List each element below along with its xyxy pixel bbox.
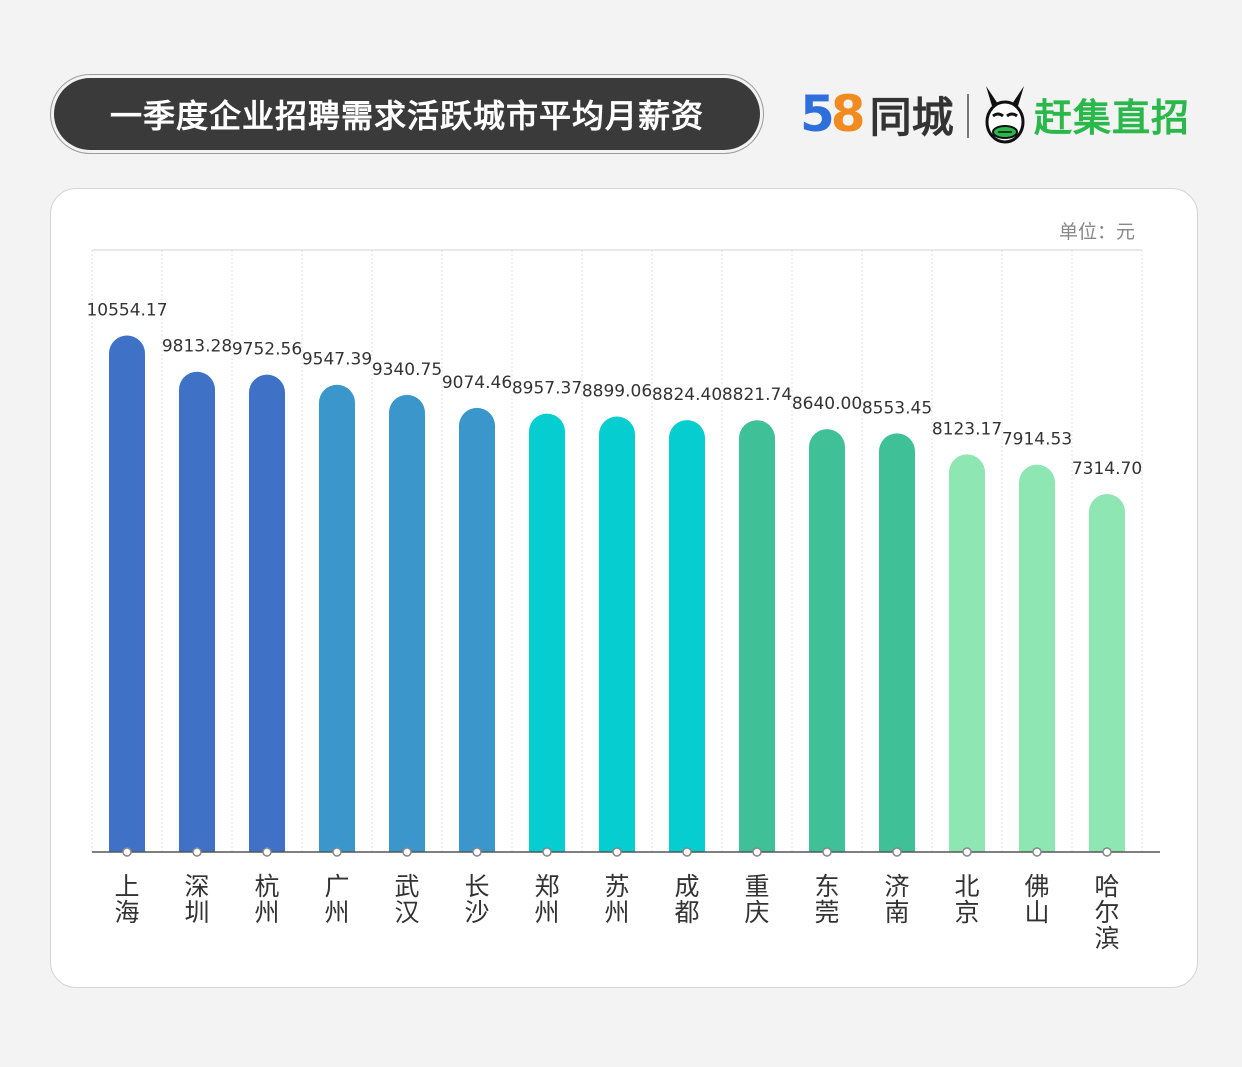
category-label: 重庆 <box>744 872 769 927</box>
category-label: 成都 <box>674 872 699 927</box>
bar <box>599 416 635 852</box>
category-label: 济南 <box>884 872 909 927</box>
chart-title-banner: 一季度企业招聘需求活跃城市平均月薪资 <box>54 78 760 150</box>
x-tick-marker <box>822 847 832 857</box>
bar <box>809 429 845 852</box>
category-label: 哈尔滨 <box>1094 872 1119 953</box>
value-label: 9074.46 <box>442 373 512 393</box>
chart-title: 一季度企业招聘需求活跃城市平均月薪资 <box>109 97 704 135</box>
category-label: 上海 <box>114 872 139 927</box>
value-label: 8899.06 <box>582 381 652 401</box>
bar <box>389 394 425 852</box>
bar <box>1089 493 1125 852</box>
brand-58-text: 同城 <box>869 92 954 142</box>
x-tick-marker <box>542 847 552 857</box>
value-label: 8821.74 <box>722 385 792 405</box>
x-tick-marker <box>612 847 622 857</box>
value-label: 8553.45 <box>862 398 932 418</box>
bars <box>109 335 1125 852</box>
x-tick-marker <box>892 847 902 857</box>
bar <box>739 420 775 852</box>
unit-label: 单位：元 <box>1059 221 1135 243</box>
bar <box>459 407 495 852</box>
value-label: 9813.28 <box>162 337 232 357</box>
x-tick-marker <box>262 847 272 857</box>
category-label: 东莞 <box>814 872 839 927</box>
value-label: 8824.40 <box>652 385 722 405</box>
value-label: 8957.37 <box>512 379 582 399</box>
category-label: 深圳 <box>184 872 209 927</box>
bar <box>669 420 705 852</box>
category-label: 苏州 <box>604 872 629 927</box>
bar <box>949 454 985 852</box>
category-label: 广州 <box>324 872 349 927</box>
bar <box>529 413 565 852</box>
value-label: 9340.75 <box>372 360 442 380</box>
category-label: 武汉 <box>394 872 419 927</box>
brand-divider <box>967 94 969 138</box>
x-tick-marker <box>402 847 412 857</box>
value-label: 9752.56 <box>232 340 302 360</box>
x-tick-marker <box>682 847 692 857</box>
grid-lines <box>91 249 1143 852</box>
category-label: 北京 <box>954 872 979 927</box>
value-label: 8123.17 <box>932 419 1002 439</box>
brand-58-logo: 5 8 同城 <box>800 78 954 150</box>
value-labels: 10554.17 9813.28 9752.569547.399340.759074… <box>86 300 1142 479</box>
value-label: 7314.70 <box>1072 459 1142 479</box>
bar <box>1019 464 1055 852</box>
x-tick-marker <box>472 847 482 857</box>
category-label: 郑州 <box>534 872 559 927</box>
category-label: 长沙 <box>464 872 489 927</box>
value-label: 9547.39 <box>302 350 372 370</box>
brand-58-digit-eight: 8 <box>830 85 866 143</box>
bar <box>879 433 915 852</box>
bar <box>109 335 145 852</box>
x-tick-marker <box>1102 847 1112 857</box>
value-label: 7914.53 <box>1002 430 1072 450</box>
x-tick-marker <box>752 847 762 857</box>
brand-ganji-logo: 赶集直招 <box>978 78 1190 150</box>
value-label: 8640.00 <box>792 394 862 414</box>
x-tick-marker <box>1032 847 1042 857</box>
donkey-mascot-icon <box>985 86 1025 144</box>
x-tick-marker <box>332 847 342 857</box>
value-label: 10554.17 <box>86 300 167 320</box>
category-label: 杭州 <box>254 872 279 927</box>
bar <box>319 384 355 852</box>
bar <box>179 371 215 852</box>
x-tick-marker <box>192 847 202 857</box>
x-tick-marker <box>122 847 132 857</box>
category-label: 佛山 <box>1024 872 1049 927</box>
x-tick-marker <box>962 847 972 857</box>
bar <box>249 374 285 852</box>
brand-58-digit-five: 5 <box>800 85 835 143</box>
x-axis-ticks <box>122 847 1112 857</box>
brand-ganji-text: 赶集直招 <box>1034 95 1191 140</box>
